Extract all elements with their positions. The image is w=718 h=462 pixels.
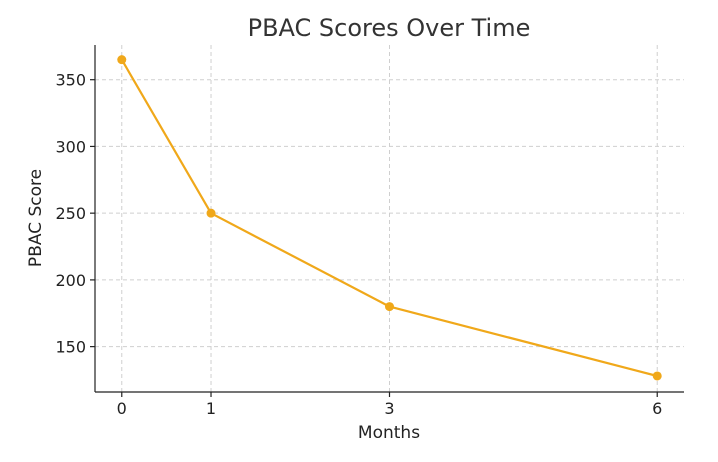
y-tick-label: 250 [55, 204, 86, 223]
series-line [120, 59, 658, 378]
data-point [206, 208, 216, 218]
chart-title: PBAC Scores Over Time [248, 14, 531, 42]
y-axis-label: PBAC Score [26, 169, 46, 267]
grid [95, 45, 684, 392]
data-point [385, 302, 394, 312]
y-tick-label: 300 [55, 137, 86, 156]
y-tick-label: 350 [55, 71, 86, 90]
ticks: 150 200 250 300 350 0 1 3 6 [55, 71, 662, 418]
x-tick-label: 0 [117, 399, 127, 418]
x-tick-label: 1 [206, 399, 216, 418]
series [117, 55, 662, 381]
y-tick-label: 200 [55, 271, 86, 290]
data-point [117, 55, 127, 65]
y-tick-label: 150 [55, 338, 86, 357]
x-axis-label: Months [358, 423, 420, 443]
x-tick-label: 6 [652, 399, 662, 418]
data-point [652, 371, 662, 381]
x-tick-label: 3 [384, 399, 394, 418]
